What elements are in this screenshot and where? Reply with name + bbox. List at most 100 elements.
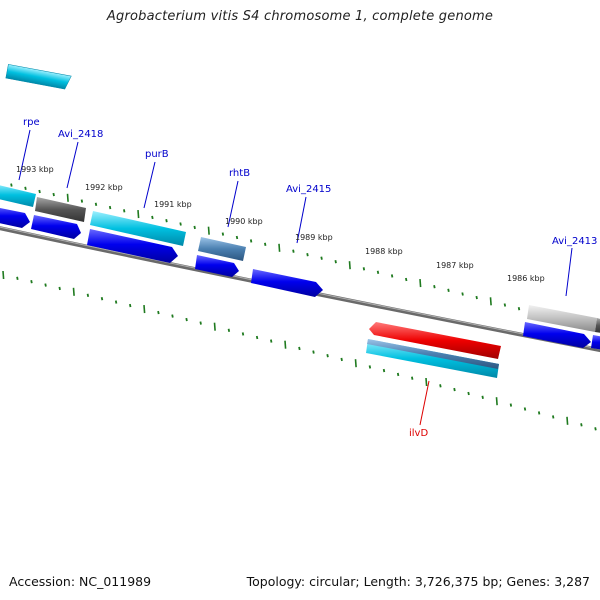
outer-tick xyxy=(334,260,337,264)
feature-avi-2418[interactable] xyxy=(35,197,86,222)
gene-label-rhtB[interactable]: rhtB xyxy=(229,168,250,179)
feature-purB[interactable] xyxy=(90,211,186,246)
inner-tick xyxy=(439,384,442,388)
outer-tick xyxy=(461,292,464,296)
kbp-label: 1987 kbp xyxy=(436,261,474,270)
inner-tick xyxy=(30,280,33,284)
inner-tick xyxy=(396,372,400,377)
inner-tick xyxy=(227,328,231,332)
cds-arrow[interactable] xyxy=(523,322,591,348)
leader-avi-2413 xyxy=(565,247,573,297)
outer-tick xyxy=(433,285,436,289)
leader-avi-2415 xyxy=(296,196,307,244)
gene-label-rpe[interactable]: rpe xyxy=(23,117,40,128)
gene-label-avi-2415[interactable]: Avi_2415 xyxy=(286,184,331,195)
accession-text: Accession: NC_011989 xyxy=(9,574,152,589)
topology-text: Topology: circular; Length: 3,726,375 bp… xyxy=(246,574,590,589)
leader-ilvD xyxy=(419,380,430,426)
inner-tick xyxy=(495,397,498,406)
inner-tick xyxy=(326,354,329,358)
kbp-label: 1988 kbp xyxy=(365,247,403,256)
outer-tick xyxy=(66,193,69,202)
inner-tick xyxy=(566,416,569,425)
cds-arrow[interactable] xyxy=(195,255,239,277)
outer-tick xyxy=(489,297,492,306)
outer-tick xyxy=(151,215,154,220)
outer-tick xyxy=(517,307,521,311)
inner-tick xyxy=(100,297,104,301)
leader-rhtB xyxy=(227,180,239,228)
inner-tick xyxy=(552,415,555,419)
outer-tick xyxy=(221,232,225,236)
outer-tick xyxy=(278,243,281,252)
outer-tick xyxy=(390,274,394,278)
inner-tick xyxy=(16,276,19,280)
feature-rpe[interactable] xyxy=(5,64,72,90)
gene-label-purB[interactable]: purB xyxy=(145,149,169,160)
inner-tick-ring xyxy=(2,270,597,431)
cds-row xyxy=(0,206,600,351)
outer-tick xyxy=(137,210,140,219)
kbp-label: 1991 kbp xyxy=(154,200,192,209)
outer-tick xyxy=(165,219,168,223)
gene-label-avi-2418[interactable]: Avi_2418 xyxy=(58,129,103,140)
map-title: Agrobacterium vitis S4 chromosome 1, com… xyxy=(106,9,494,24)
inner-tick xyxy=(425,377,428,387)
cds-arrow[interactable] xyxy=(87,229,178,263)
inner-tick xyxy=(467,391,470,396)
inner-tick xyxy=(594,427,597,431)
inner-tick xyxy=(354,359,357,368)
outer-tick xyxy=(306,253,309,257)
inner-tick xyxy=(382,368,386,373)
inner-tick xyxy=(340,357,343,362)
inner-tick xyxy=(129,303,132,308)
outer-tick xyxy=(348,261,351,270)
inner-tick xyxy=(72,287,75,296)
outer-tick xyxy=(179,222,182,226)
feature-rpe-gene[interactable] xyxy=(0,183,36,207)
inner-tick xyxy=(284,340,287,349)
inner-tick xyxy=(185,317,188,322)
inner-tick xyxy=(580,423,583,427)
inner-tick xyxy=(270,339,273,343)
upper-features xyxy=(0,183,600,333)
outer-tick xyxy=(235,235,239,240)
outer-tick xyxy=(123,209,126,213)
outer-tick xyxy=(10,183,13,187)
outer-tick xyxy=(405,277,408,282)
outer-tick xyxy=(249,239,253,243)
feature-ilvD-lower-band[interactable] xyxy=(367,339,499,369)
outer-tick xyxy=(24,186,27,190)
outer-tick xyxy=(108,205,112,210)
kbp-label: 1986 kbp xyxy=(507,274,545,283)
inner-tick xyxy=(171,314,174,318)
label-leaders xyxy=(18,129,573,426)
feature-avi-2413[interactable] xyxy=(527,305,597,332)
inner-tick xyxy=(199,321,202,325)
outer-tick xyxy=(80,199,84,203)
feature-avi-2413-end[interactable] xyxy=(595,318,600,333)
outer-tick xyxy=(362,267,366,271)
inner-tick xyxy=(241,332,245,336)
inner-tick xyxy=(44,283,47,287)
feature-ilvD[interactable] xyxy=(369,322,501,359)
feature-rhtB[interactable] xyxy=(198,237,246,261)
inner-tick xyxy=(213,322,216,331)
inner-tick xyxy=(509,403,513,407)
inner-tick xyxy=(86,293,90,297)
outer-tick-ring xyxy=(10,183,591,330)
gene-label-avi-2413[interactable]: Avi_2413 xyxy=(552,236,597,247)
outer-tick xyxy=(292,249,295,253)
kbp-label: 1993 kbp xyxy=(16,165,54,174)
gene-label-ilvD[interactable]: ilvD xyxy=(409,428,428,439)
cds-arrow[interactable] xyxy=(591,335,600,351)
cds-arrow[interactable] xyxy=(31,215,81,239)
inner-tick xyxy=(312,350,315,354)
outer-tick xyxy=(264,242,267,246)
inner-tick xyxy=(114,300,118,304)
leader-rpe xyxy=(18,129,31,181)
cds-arrow[interactable] xyxy=(0,206,30,228)
inner-tick xyxy=(453,387,456,392)
cds-arrow[interactable] xyxy=(251,269,323,297)
